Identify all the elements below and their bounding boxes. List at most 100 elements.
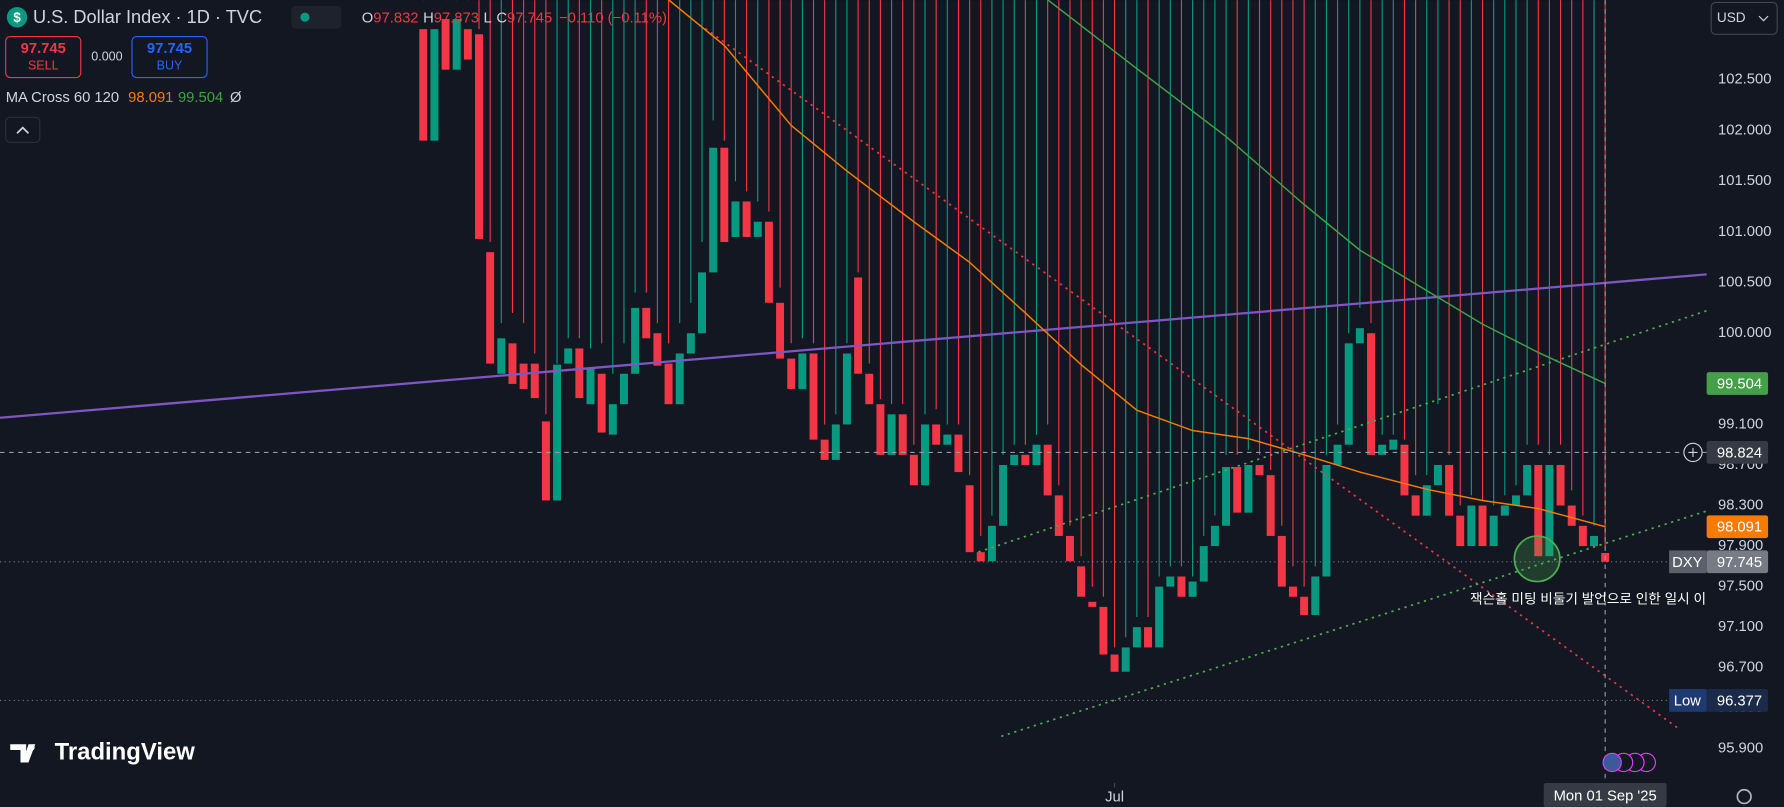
candle-body [541,421,550,501]
highlight-circle [1513,535,1561,583]
candle-body [1322,464,1331,577]
candle-body [1110,654,1119,672]
ma-fast-value: 98.091 [128,90,173,106]
c-value: 97.745 [507,10,552,26]
ma-tag: 99.504 [1717,377,1762,393]
annotation[interactable]: 잭슨홀 미팅 비둘기 발언으로 인한 일시 이 [1470,591,1706,606]
candle-body [1489,515,1498,547]
candle-body [1166,576,1175,587]
candle-body [642,307,651,339]
y-tick-label: 99.100 [1718,416,1763,432]
currency-button[interactable] [1710,1,1778,35]
candle-body [1054,495,1063,536]
candle-body [709,147,718,273]
candle-body [486,252,495,364]
candle-body [1266,475,1275,536]
candle-body [1500,505,1509,516]
y-tick-label: 100.500 [1718,274,1771,290]
candle-body [1288,586,1297,597]
sell-label: SELL [28,58,59,72]
candle-body [1467,505,1476,547]
candle-body [776,302,785,359]
ma-tag: 98.091 [1717,520,1762,536]
candle-body [1155,586,1164,648]
y-tick-label: 101.000 [1718,224,1771,240]
y-tick-label: 97.500 [1718,579,1763,595]
candle-body [508,343,517,384]
logo[interactable]: TradingView [55,739,196,766]
y-tick-label: 97.900 [1718,538,1763,554]
candle-body [1199,546,1208,582]
candle-body [1590,535,1598,547]
candle-body [653,333,662,366]
candle-body [787,358,796,389]
candle-body [1277,535,1286,587]
channel-line [1000,510,1707,738]
y-tick-label: 102.000 [1718,122,1771,138]
candle-body [1311,576,1320,615]
symbol-tag-bg [1669,550,1707,574]
candle-body [842,353,851,425]
candle-body [921,424,929,486]
indicator-legend[interactable]: MA Cross 60 120 98.091 99.504 Ø [6,90,242,106]
candle-body [1121,647,1130,672]
candle-body [809,353,818,440]
candle-body [1300,596,1309,615]
symbol-icon [6,6,28,28]
sell-button[interactable] [5,36,82,79]
symbol-title[interactable]: U.S. Dollar Index · 1D · TVC [33,7,262,27]
candle-body [519,363,528,389]
candle-body [698,272,706,334]
crosshair-date-bg [1543,782,1667,807]
candle-body [987,525,996,562]
candle-body [1210,525,1219,547]
buy-button[interactable] [131,36,208,79]
collapse-button[interactable] [5,116,41,143]
add-alert-icon [1688,447,1698,457]
candle-body [887,414,896,455]
candle-body [430,29,439,141]
candle-body [753,221,762,237]
event-icon[interactable] [1602,752,1622,773]
ohlc-legend: O97.832 H97.873 L C97.745 −0.110 (−0.11%) [362,10,667,26]
candle-body [854,277,863,374]
candle-body [631,307,640,374]
candle-body [475,34,483,239]
y-tick-label: 96.700 [1718,660,1763,676]
h-label: H [423,10,434,26]
status-badge[interactable] [291,5,342,29]
last-price-tag-bg [1706,550,1769,574]
plot-area [419,0,1610,672]
last-price-tag: 97.745 [1717,555,1762,571]
l-label: L [484,10,492,26]
candle-body [1132,627,1141,648]
buy-label: BUY [157,58,183,72]
candle-body [1422,485,1431,516]
x-tick-label: Jul [1105,790,1124,806]
indicator-extra: Ø [230,90,242,106]
candle-body [731,201,740,237]
candle-body [976,552,985,562]
candle-body [664,363,673,405]
candle-body [1099,606,1108,655]
candle-body [1188,581,1197,597]
settings-icon[interactable] [1736,788,1752,805]
candle-body [686,333,695,354]
o-label: O [362,10,374,26]
logo-icon [29,744,35,751]
buy-price: 97.745 [147,41,192,57]
crosshair-date: Mon 01 Sep '25 [1554,789,1657,805]
trend-line [704,27,1679,730]
candle-body [1233,467,1242,513]
candle-body [1177,576,1186,597]
candle-body [1010,454,1019,465]
candle-body [1411,495,1420,516]
o-value: 97.832 [373,10,418,26]
drawings [0,27,1707,738]
low-label-bg [1669,689,1707,712]
candle-body [452,19,461,70]
chevron-icon [16,126,30,134]
dropdown-icon [1758,15,1769,22]
symbol-icon-text: $ [13,10,21,25]
